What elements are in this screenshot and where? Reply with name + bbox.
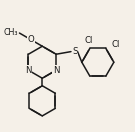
Text: Cl: Cl	[111, 40, 119, 49]
Text: Cl: Cl	[85, 36, 93, 45]
Text: N: N	[53, 66, 59, 75]
Text: N: N	[25, 66, 32, 75]
Text: CH₃: CH₃	[3, 28, 18, 37]
Text: O: O	[28, 35, 34, 44]
Text: S: S	[72, 47, 77, 56]
